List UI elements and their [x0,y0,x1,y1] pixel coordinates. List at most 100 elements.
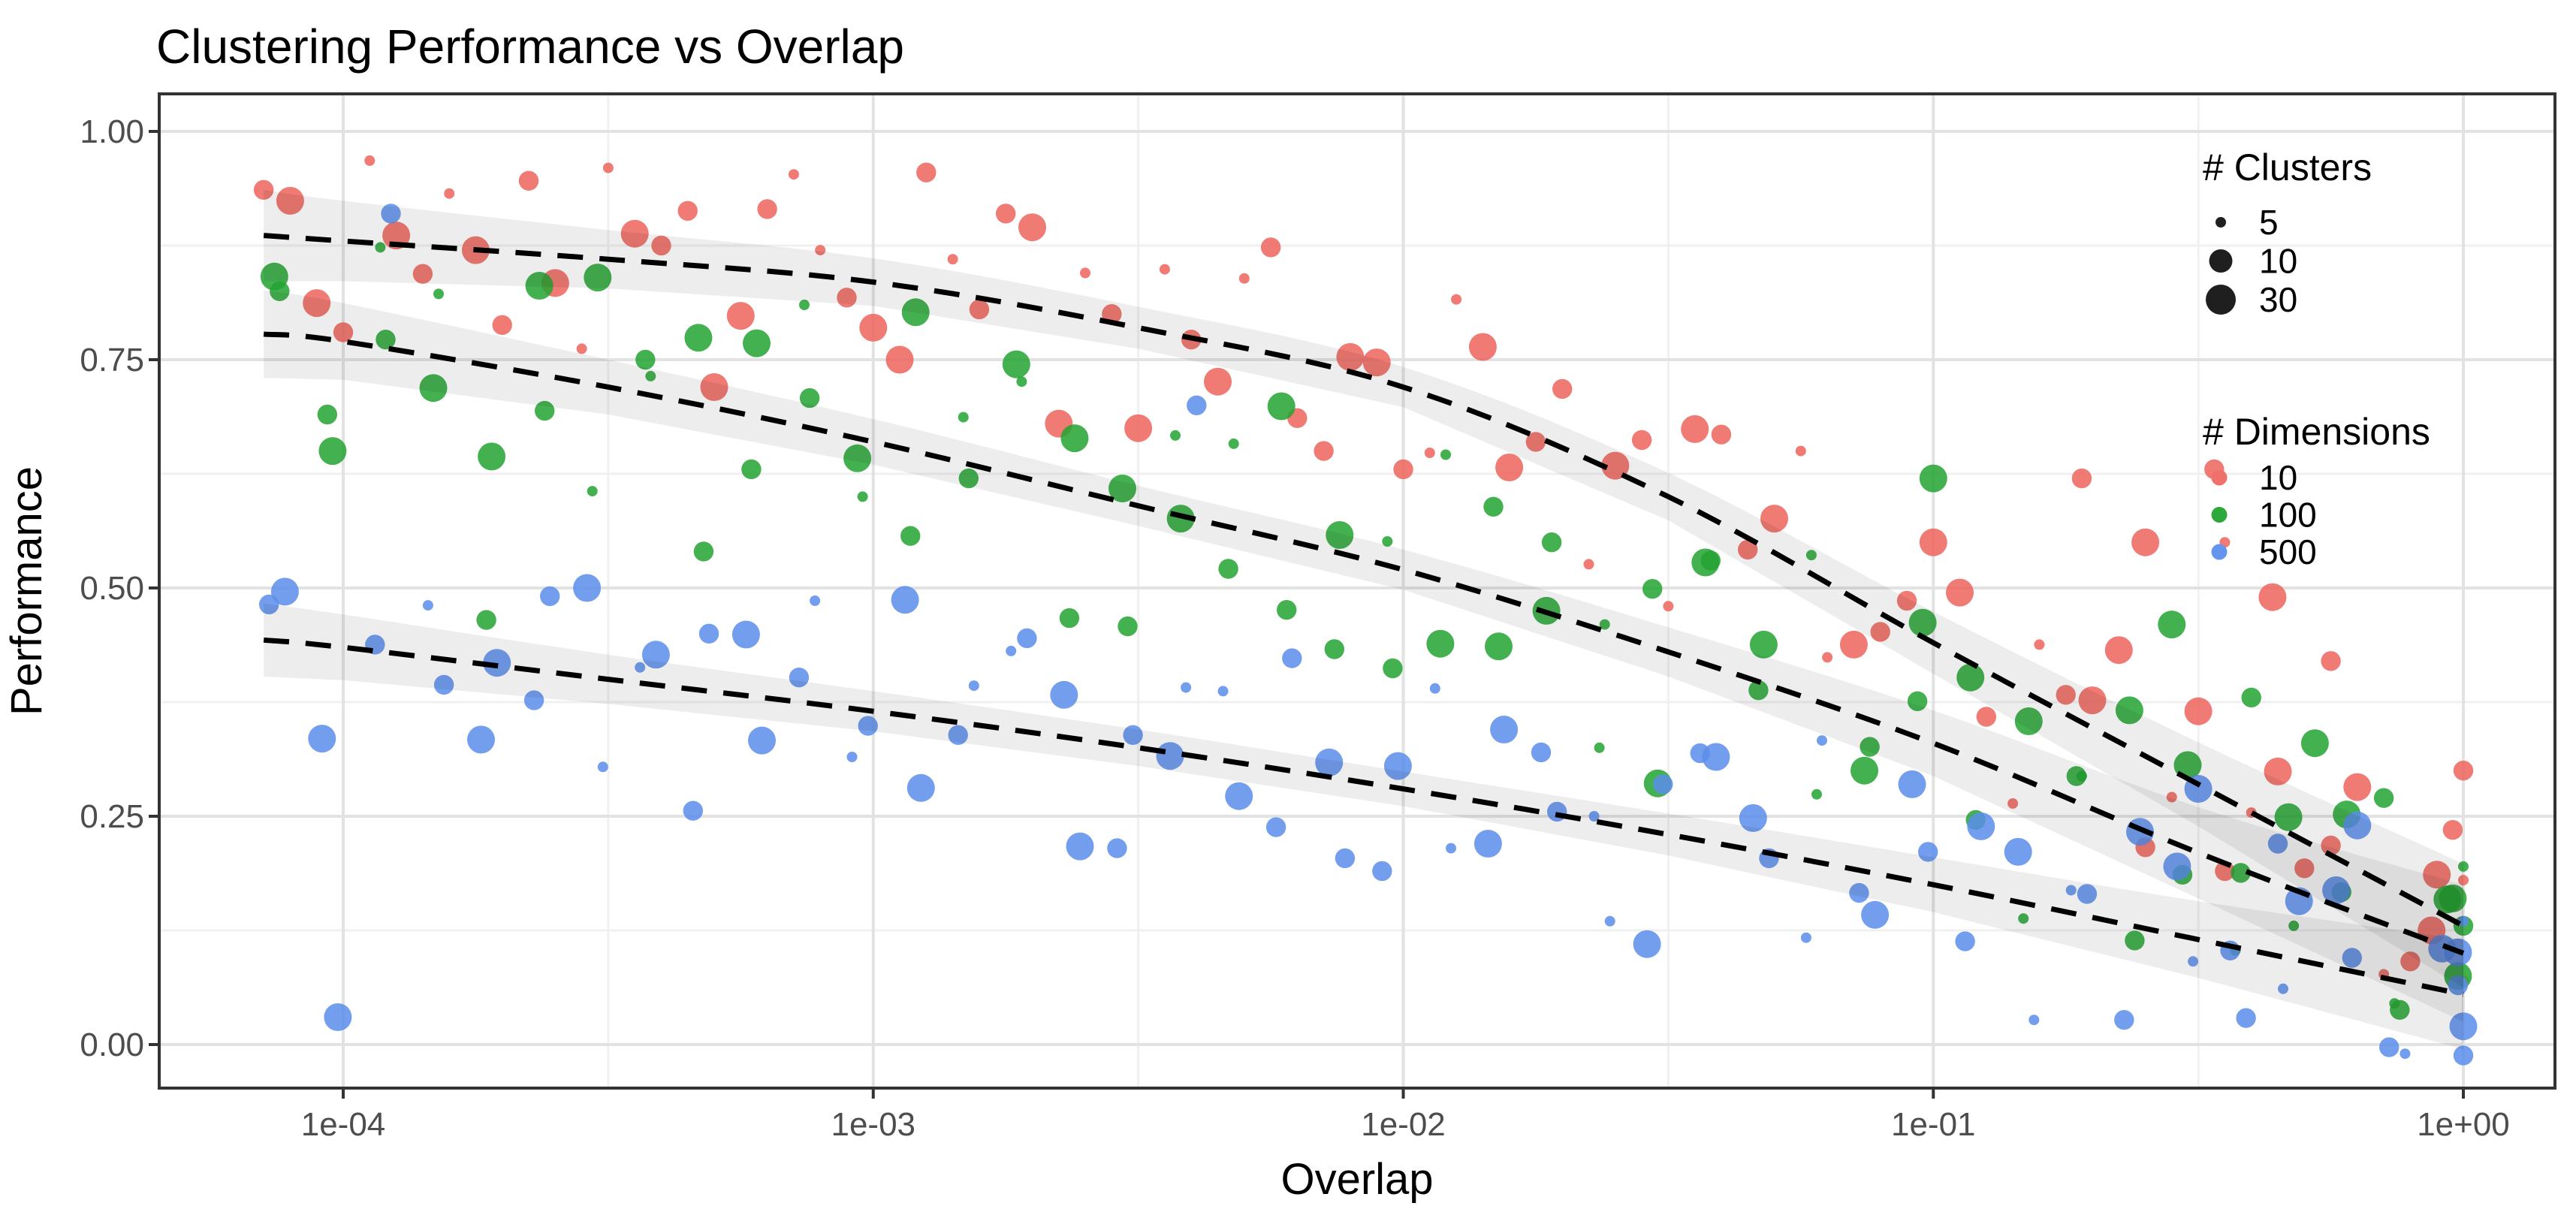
data-point [2264,757,2292,785]
data-point [859,313,888,342]
legend-clusters-title: # Clusters [2203,146,2372,188]
y-axis-label: Performance [2,466,51,716]
data-point [324,1003,352,1031]
data-point [2373,788,2394,808]
data-point [700,373,728,401]
data-point [789,668,810,688]
data-point [2390,999,2410,1021]
data-point [2294,858,2315,879]
data-point [276,186,304,215]
data-point [2321,651,2341,671]
data-point [1861,900,1890,929]
data-point [2114,1010,2134,1030]
data-point [1946,578,1974,607]
panel-border [158,92,2556,1090]
data-point [1315,748,1344,776]
data-point [1282,648,1302,668]
data-point [2379,1037,2400,1057]
data-point [1393,459,1413,480]
legend-color-dot [2211,507,2228,523]
data-point [573,574,602,602]
data-point [518,170,539,191]
data-point [677,200,698,221]
data-point [525,272,554,300]
data-point [799,300,810,310]
legend-color-dot [2211,469,2228,486]
data-point [1653,774,1673,794]
data-point [1495,454,1524,481]
data-point [693,541,714,562]
data-point [412,264,433,284]
y-tick-label: 0.75 [80,342,144,378]
legend-size-dot [2206,285,2236,315]
data-point [1265,817,1286,837]
data-point [1583,559,1594,570]
data-point [1849,882,1869,903]
legend-item-label: 10 [2259,242,2297,281]
data-point [1976,707,1996,727]
data-point [1483,496,1504,517]
data-point [1690,743,1710,764]
legend-item-label: 500 [2259,532,2317,571]
data-point [1525,432,1546,452]
data-point [1124,414,1153,442]
data-point [2288,920,2300,931]
data-point [2267,834,2288,854]
data-point [1711,424,1732,445]
data-point [1918,842,1938,862]
data-point [2131,528,2160,556]
data-point [748,726,776,755]
data-point [1738,539,1758,560]
data-point [947,254,958,265]
data-point [2458,875,2469,886]
data-point [1080,267,1090,279]
data-point [1335,848,1356,869]
data-point [1898,770,1926,798]
data-point [308,725,336,753]
data-point [635,662,646,673]
data-point [698,623,719,644]
data-point [726,302,755,330]
data-point [741,459,762,480]
data-point [2029,1014,2040,1026]
data-point [1485,632,1513,661]
data-point [1739,803,1767,832]
data-point [422,600,433,611]
data-point [2184,697,2213,725]
data-point [684,324,713,352]
data-point [1633,930,1661,958]
confidence-bands [264,189,2464,1050]
data-point [576,343,587,354]
data-point [597,761,608,773]
data-point [1760,505,1788,533]
legend-size-dot [2216,217,2226,228]
data-point [1002,350,1030,378]
data-point [476,610,496,630]
data-point [757,199,777,219]
data-point [799,387,820,409]
data-point [419,374,448,402]
data-point [2236,1008,2256,1028]
data-point [948,725,968,745]
data-point [2077,884,2098,904]
legend-item-label: 5 [2259,203,2279,242]
data-point [1267,392,1296,421]
trend-line [263,637,2464,997]
data-point [1446,843,1456,854]
data-point [2104,636,2133,665]
data-point [1372,861,1392,882]
data-point [1336,342,1365,371]
data-point [1204,367,1232,396]
data-point [900,526,921,546]
data-point [1451,294,1462,305]
data-point [1631,430,1652,451]
legend-color-dot [2211,544,2228,560]
data-point [1277,600,1297,620]
data-point [1383,658,1403,679]
y-tick-label: 0.50 [80,570,144,607]
data-point [1955,931,1975,951]
data-point [1217,686,1229,697]
data-point [584,264,612,292]
data-point [1839,630,1868,659]
